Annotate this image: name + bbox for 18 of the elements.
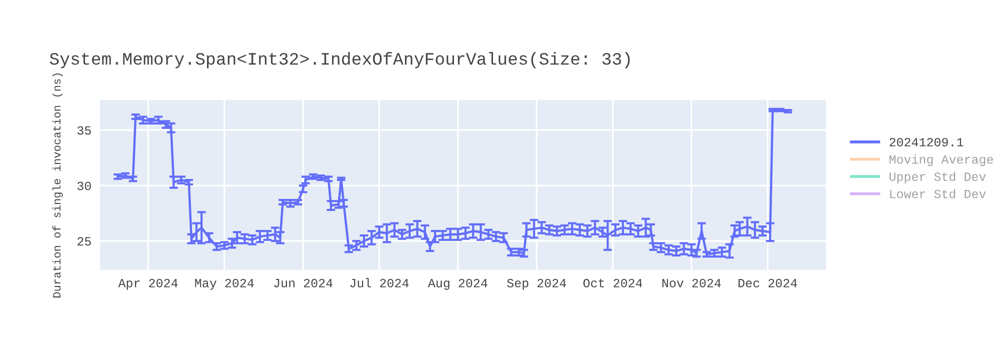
chart-title: System.Memory.Span<Int32>.IndexOfAnyFourValues(Size: 33) — [50, 52, 630, 68]
y-tick-label: 30 — [77, 182, 91, 190]
x-tick-label: Nov 2024 — [662, 278, 721, 288]
legend-label: Lower Std Dev — [890, 189, 986, 198]
x-tick-label: Aug 2024 — [428, 278, 488, 290]
legend-label: Moving Average — [890, 154, 993, 166]
x-tick-label: Jun 2024 — [274, 278, 332, 288]
legend-label: 20241209.1 — [890, 138, 964, 146]
x-tick-label: Sep 2024 — [507, 278, 566, 290]
y-tick-label: 25 — [78, 237, 91, 246]
x-tick-label: Jul 2024 — [350, 278, 409, 288]
legend-label: Upper Std Dev — [890, 172, 986, 184]
y-axis-title: Duration of single invocation (ns) — [52, 74, 63, 298]
y-tick-label: 35 — [77, 126, 91, 135]
x-tick-label: Dec 2024 — [738, 278, 797, 288]
x-tick-label: Apr 2024 — [118, 278, 178, 290]
x-tick-label: Oct 2024 — [583, 278, 642, 288]
x-tick-label: May 2024 — [195, 278, 254, 290]
